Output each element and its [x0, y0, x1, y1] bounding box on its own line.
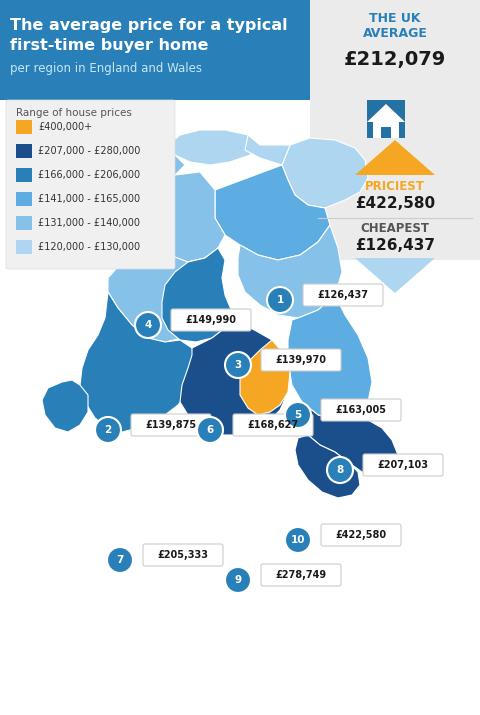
Polygon shape [295, 435, 360, 498]
FancyBboxPatch shape [0, 0, 310, 100]
FancyBboxPatch shape [6, 100, 175, 269]
Text: per region in England and Wales: per region in England and Wales [10, 62, 202, 75]
Text: 3: 3 [234, 360, 241, 370]
FancyBboxPatch shape [16, 192, 32, 206]
Text: £278,749: £278,749 [276, 570, 326, 580]
Text: AVERAGE: AVERAGE [362, 27, 427, 40]
FancyBboxPatch shape [310, 0, 480, 260]
Text: £126,437: £126,437 [317, 290, 369, 300]
FancyBboxPatch shape [367, 100, 405, 138]
Circle shape [225, 352, 251, 378]
FancyBboxPatch shape [16, 168, 32, 182]
Polygon shape [240, 340, 290, 415]
Polygon shape [288, 295, 372, 420]
Text: 2: 2 [104, 425, 112, 435]
FancyBboxPatch shape [171, 309, 251, 331]
Circle shape [225, 567, 251, 593]
Text: £139,970: £139,970 [276, 355, 326, 365]
Polygon shape [367, 104, 405, 122]
Text: 8: 8 [336, 465, 344, 475]
Polygon shape [145, 172, 225, 262]
Polygon shape [373, 122, 399, 138]
Text: £149,990: £149,990 [185, 315, 237, 325]
Circle shape [285, 527, 311, 553]
Text: £422,580: £422,580 [336, 530, 386, 540]
Text: £400,000+: £400,000+ [38, 122, 92, 132]
FancyBboxPatch shape [16, 240, 32, 254]
Circle shape [327, 457, 353, 483]
FancyBboxPatch shape [321, 399, 401, 421]
Polygon shape [115, 150, 185, 210]
Text: £131,000 - £140,000: £131,000 - £140,000 [38, 218, 140, 228]
Polygon shape [215, 165, 330, 260]
FancyBboxPatch shape [16, 144, 32, 158]
Text: 7: 7 [116, 555, 124, 565]
Polygon shape [355, 258, 435, 293]
Polygon shape [282, 138, 368, 208]
Text: 9: 9 [234, 575, 241, 585]
Text: Range of house prices: Range of house prices [16, 108, 132, 118]
Polygon shape [238, 225, 342, 318]
Circle shape [135, 312, 161, 338]
FancyBboxPatch shape [363, 454, 443, 476]
FancyBboxPatch shape [261, 349, 341, 371]
FancyBboxPatch shape [303, 284, 383, 306]
Text: THE UK: THE UK [369, 12, 421, 25]
Circle shape [285, 402, 311, 428]
Text: CHEAPEST: CHEAPEST [360, 222, 430, 235]
Polygon shape [108, 245, 225, 342]
Circle shape [95, 417, 121, 443]
FancyBboxPatch shape [321, 524, 401, 546]
Text: £422,580: £422,580 [355, 196, 435, 211]
Text: £139,875: £139,875 [145, 420, 197, 430]
Text: 5: 5 [294, 410, 301, 420]
Polygon shape [180, 312, 290, 435]
Text: £168,627: £168,627 [247, 420, 299, 430]
Circle shape [197, 417, 223, 443]
Text: 10: 10 [291, 535, 305, 545]
Text: £163,005: £163,005 [336, 405, 386, 415]
Circle shape [267, 287, 293, 313]
Text: 1: 1 [276, 295, 284, 305]
Polygon shape [292, 402, 398, 475]
Polygon shape [80, 292, 198, 432]
FancyBboxPatch shape [131, 414, 211, 436]
FancyBboxPatch shape [16, 216, 32, 230]
Polygon shape [168, 130, 260, 165]
Text: PRICIEST: PRICIEST [365, 180, 425, 193]
Text: £207,000 - £280,000: £207,000 - £280,000 [38, 146, 140, 156]
Text: The average price for a typical: The average price for a typical [10, 18, 288, 33]
Polygon shape [245, 135, 290, 165]
FancyBboxPatch shape [143, 544, 223, 566]
Polygon shape [42, 380, 88, 432]
Text: £166,000 - £206,000: £166,000 - £206,000 [38, 170, 140, 180]
Polygon shape [381, 127, 391, 138]
Text: £207,103: £207,103 [377, 460, 429, 470]
FancyBboxPatch shape [261, 564, 341, 586]
Polygon shape [162, 248, 232, 342]
Text: first-time buyer home: first-time buyer home [10, 38, 208, 53]
FancyBboxPatch shape [16, 120, 32, 134]
Text: £126,437: £126,437 [355, 238, 435, 253]
Text: 4: 4 [144, 320, 152, 330]
Text: £141,000 - £165,000: £141,000 - £165,000 [38, 194, 140, 204]
Polygon shape [355, 140, 435, 175]
Text: 6: 6 [206, 425, 214, 435]
FancyBboxPatch shape [233, 414, 313, 436]
Text: £120,000 - £130,000: £120,000 - £130,000 [38, 242, 140, 252]
Circle shape [107, 547, 133, 573]
Text: £212,079: £212,079 [344, 50, 446, 69]
Text: £205,333: £205,333 [157, 550, 208, 560]
